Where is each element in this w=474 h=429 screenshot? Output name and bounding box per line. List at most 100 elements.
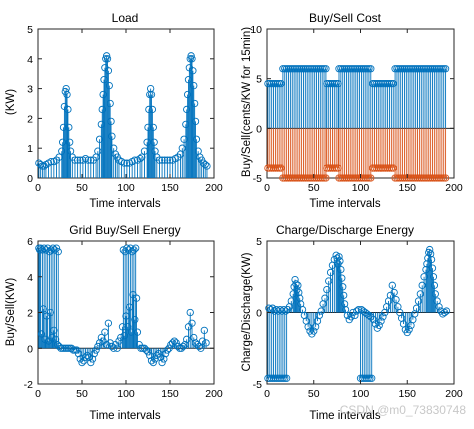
stem-marker [170, 337, 179, 345]
stem-marker [418, 281, 426, 289]
y-tick-label: 4 [27, 272, 33, 284]
series-blue [35, 244, 210, 367]
stem-marker [378, 79, 386, 88]
stem-marker [330, 79, 338, 88]
stem-marker [340, 65, 349, 73]
stem-marker [421, 65, 429, 73]
stem-marker [64, 105, 72, 114]
stem-marker [60, 344, 69, 352]
y-tick-label: 6 [27, 236, 33, 248]
stem-marker [346, 65, 354, 73]
stem-marker [413, 174, 422, 182]
stem-marker [321, 294, 329, 302]
stem-marker [271, 164, 280, 172]
x-tick-label: 200 [445, 182, 463, 194]
stem-marker [106, 339, 114, 347]
stem-marker [188, 319, 196, 327]
stem-marker [369, 164, 377, 172]
stem-marker [322, 65, 330, 73]
stem-marker [406, 65, 414, 73]
stem-marker [360, 374, 368, 382]
stem-marker [280, 305, 288, 314]
stem-marker [335, 174, 343, 182]
stem-marker [426, 250, 435, 258]
stem-marker [272, 305, 280, 314]
stem-marker [281, 174, 289, 182]
stem-marker [273, 79, 281, 88]
stem-marker [408, 174, 416, 182]
stem-marker [161, 156, 169, 164]
stem-marker [405, 326, 413, 334]
x-tick-label: 100 [117, 388, 135, 400]
chart-title: Grid Buy/Sell Energy [69, 223, 180, 237]
stem-marker [325, 164, 333, 172]
series-blue [264, 65, 450, 129]
y-tick-label: 2 [27, 308, 33, 320]
y-tick-label: 5 [27, 24, 33, 36]
stem-marker [309, 174, 317, 182]
stem-marker [369, 315, 378, 324]
stem-marker [269, 79, 278, 88]
stem-marker [347, 313, 355, 321]
stem-marker [355, 174, 364, 182]
y-tick-label: 0 [27, 343, 33, 355]
stem-marker [314, 65, 323, 73]
stem-marker [391, 174, 399, 182]
stem-marker [310, 327, 318, 335]
stem-marker [275, 164, 283, 172]
stem-marker [398, 65, 407, 73]
stem-marker [147, 90, 156, 99]
stem-marker [296, 65, 304, 73]
stem-marker [149, 358, 157, 367]
stem-marker [323, 164, 331, 172]
stem-marker [47, 157, 55, 166]
stem-marker [404, 65, 412, 73]
stem-marker [294, 174, 302, 182]
stem-marker [275, 79, 283, 88]
stem-marker [311, 65, 319, 73]
stem-marker [380, 164, 388, 172]
stem-marker [155, 156, 164, 164]
stem-marker [412, 174, 420, 182]
stem-marker [108, 132, 116, 140]
stem-marker [314, 174, 323, 182]
stem-marker [410, 174, 418, 182]
y-tick-label: 0 [256, 123, 262, 135]
stem-marker [371, 320, 380, 328]
stem-marker [297, 65, 306, 73]
stem-marker [432, 65, 440, 73]
stem-marker [296, 294, 304, 302]
stem-marker [37, 330, 46, 338]
y-tick-label: 5 [256, 74, 262, 86]
stem-marker [412, 65, 420, 73]
stem-marker [397, 65, 405, 73]
stem-marker [124, 246, 133, 254]
stem-marker [362, 374, 370, 382]
y-tick-label: 10 [250, 24, 262, 36]
stem-marker [343, 311, 352, 320]
stem-marker [160, 355, 168, 363]
stem-marker [417, 174, 425, 182]
stem-marker [326, 268, 335, 277]
stem-marker [312, 65, 321, 73]
stem-marker [430, 65, 439, 73]
x-tick-label: 0 [264, 182, 270, 194]
stem-marker [402, 65, 410, 73]
stem-marker [105, 81, 113, 90]
stem-marker [357, 174, 366, 182]
stem-marker [425, 174, 433, 182]
stem-marker [124, 323, 132, 331]
stem-marker [380, 79, 388, 88]
stem-marker [423, 65, 431, 73]
stem-marker [412, 304, 421, 312]
y-tick-label: 2 [27, 113, 33, 125]
stem-marker [137, 344, 145, 352]
stem-marker [76, 156, 84, 164]
stem-marker [264, 164, 272, 172]
stem-marker [393, 174, 401, 182]
stem-marker [62, 344, 70, 352]
stem-marker [415, 65, 424, 73]
stem-marker [278, 307, 286, 315]
